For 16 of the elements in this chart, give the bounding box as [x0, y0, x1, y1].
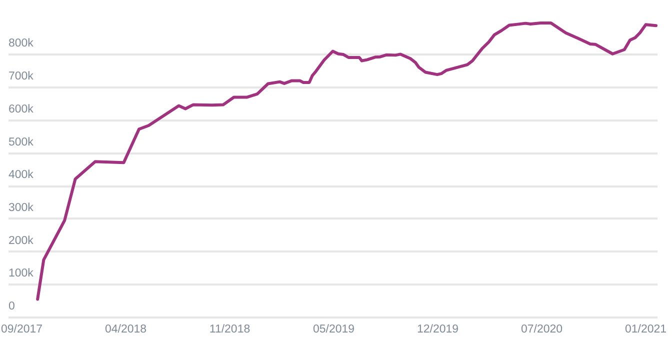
y-tick-label: 500k	[8, 136, 34, 148]
x-tick-label: 01/2021	[624, 324, 667, 336]
x-tick-label: 05/2019	[312, 324, 355, 336]
y-tick-label: 100k	[8, 268, 34, 280]
y-tick-label: 700k	[8, 70, 34, 83]
y-tick-label: 400k	[8, 169, 34, 182]
y-tick-label: 600k	[8, 103, 34, 116]
x-tick-label: 11/2018	[209, 324, 250, 336]
x-tick-label: 12/2019	[416, 324, 459, 336]
y-tick-label: 200k	[8, 234, 34, 247]
x-tick-label: 09/2017	[0, 324, 43, 336]
y-tick-label: 800k	[8, 38, 34, 50]
x-tick-label: 04/2018	[104, 324, 147, 336]
y-tick-label: 0	[8, 300, 15, 312]
y-tick-label: 300k	[8, 202, 34, 214]
x-tick-label: 07/2020	[520, 324, 563, 336]
